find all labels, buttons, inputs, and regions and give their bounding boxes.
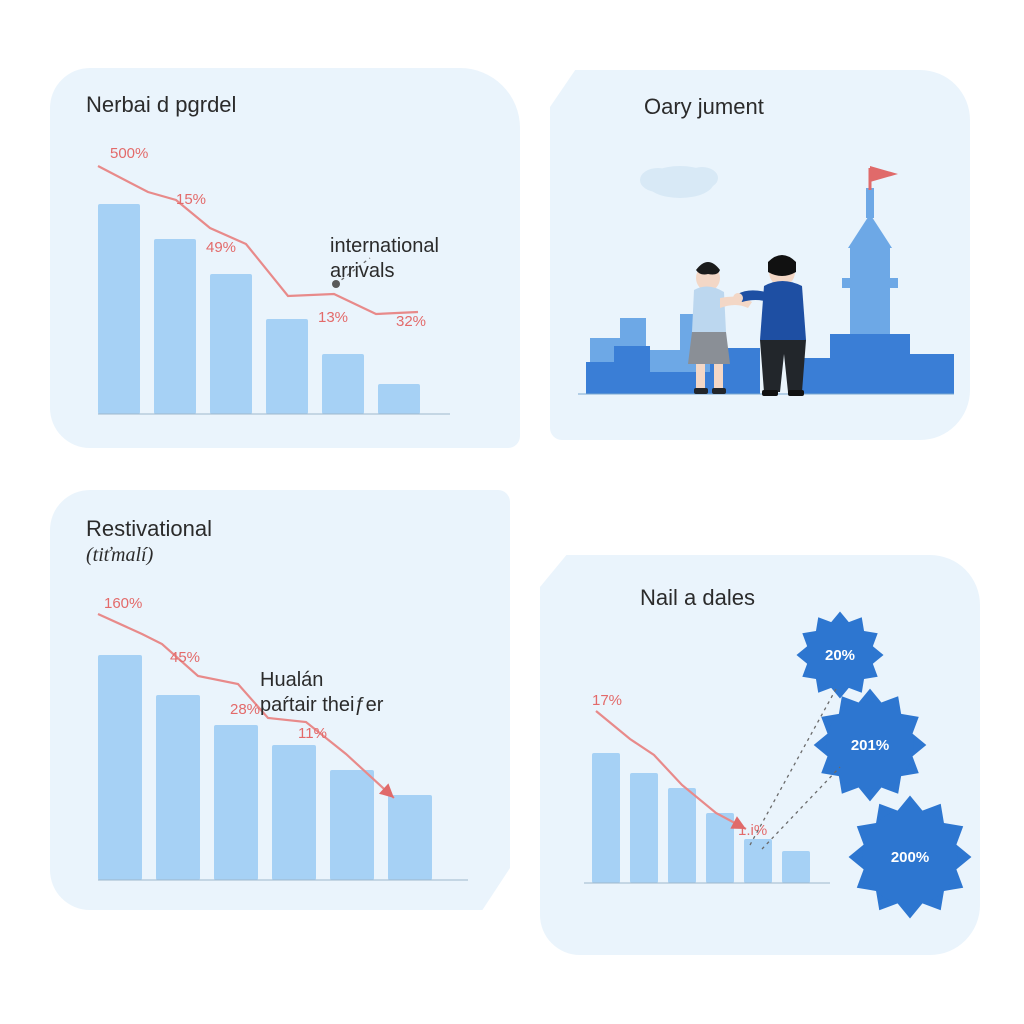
value-label: 160% — [104, 595, 142, 612]
chart-bar — [266, 319, 308, 414]
value-label: 13% — [318, 309, 348, 326]
value-label: 15% — [176, 191, 206, 208]
value-label: 45% — [170, 649, 200, 666]
value-label: 500% — [110, 145, 148, 162]
gear-badge: 200% — [849, 796, 972, 919]
chart-bar — [210, 274, 252, 414]
panel3-chart: 160% 45% 28% 11% — [78, 580, 508, 900]
chart-bar — [744, 839, 772, 883]
chart-bar — [378, 384, 420, 414]
flag-icon — [870, 166, 898, 190]
panel1-annotation: international arrivals — [330, 234, 439, 284]
chart-bar — [214, 725, 258, 880]
chart-bar — [706, 813, 734, 883]
chart-bar — [98, 204, 140, 414]
panel3-annotation: Hualán paŕtair theiƒer — [260, 668, 383, 718]
chart-bar — [154, 239, 196, 414]
panel3-subtitle: (tiťmalí) — [86, 544, 153, 567]
chart-bar — [272, 745, 316, 880]
chart-bar — [668, 788, 696, 883]
annotation-line1: international arrivals — [330, 235, 439, 282]
gear-label: 200% — [891, 849, 929, 866]
gear-label: 201% — [851, 737, 889, 754]
value-label: 49% — [206, 239, 236, 256]
panel-bottom-left: Restivational (tiťmalí) 160% 45% 28% 11% Hu… — [50, 490, 510, 910]
chart-bar — [782, 851, 810, 883]
chart-bar — [156, 695, 200, 880]
value-label: 17% — [592, 692, 622, 709]
panel-top-right: Oary jument — [550, 70, 970, 440]
chart-bar — [592, 753, 620, 883]
chart-bar — [98, 655, 142, 880]
panel-top-left: Nerbai d pgrdel 500% 15% 49% 13% 32% interna… — [50, 68, 520, 448]
gear-label: 20% — [825, 647, 855, 664]
gear-badge: 20% — [796, 611, 883, 698]
panel2-title: Oary jument — [644, 94, 764, 120]
panel-bottom-right: Nail a dales 17%1.i% 20%201%200% — [540, 555, 980, 955]
gear-badge: 201% — [814, 689, 927, 802]
panel4-chart: 17%1.i% 20%201%200% — [540, 595, 980, 955]
cloud-icon — [640, 166, 718, 198]
chart-bar — [322, 354, 364, 414]
panel2-illustration — [550, 118, 970, 438]
chart-bar — [330, 770, 374, 880]
panel1-title: Nerbai d pgrdel — [86, 92, 236, 118]
value-label: 32% — [396, 313, 426, 330]
chart-bar — [388, 795, 432, 880]
value-label: 28% — [230, 701, 260, 718]
value-label: 11% — [298, 725, 327, 742]
chart-bar — [630, 773, 658, 883]
panel3-title: Restivational — [86, 516, 212, 542]
